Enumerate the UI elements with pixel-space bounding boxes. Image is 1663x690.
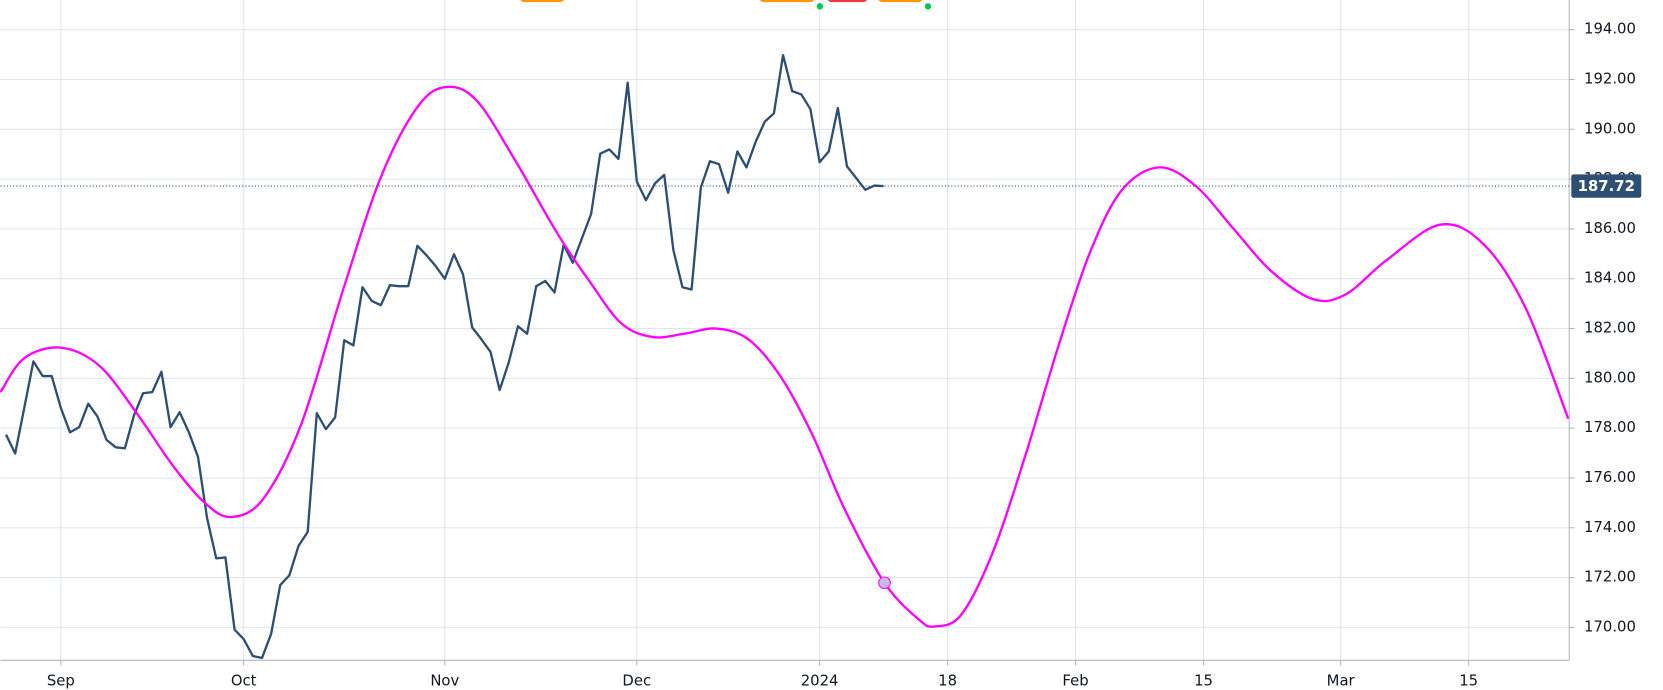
y-tick-label: 194.00 [1584,21,1636,38]
toolbar-icon[interactable] [520,0,565,3]
status-dot [924,3,932,10]
toolbar-icon[interactable] [878,0,923,3]
x-tick-label: Oct [231,673,257,690]
x-tick-label: Feb [1062,673,1088,690]
y-tick-label: 170.00 [1584,618,1636,635]
x-tick-label: Mar [1327,673,1356,690]
grid [0,0,1570,660]
y-tick-label: 176.00 [1584,469,1636,486]
y-tick-label: 178.00 [1584,419,1636,436]
y-tick-label: 174.00 [1584,519,1636,536]
series-marker [878,576,891,590]
status-dot [816,3,824,10]
y-tick-label: 190.00 [1584,120,1636,137]
x-tick-label: 15 [1459,673,1478,690]
toolbar-icon[interactable] [759,0,814,3]
series-line [0,85,1570,628]
toolbar-icon[interactable] [827,0,867,3]
y-tick-label: 192.00 [1584,70,1636,87]
series-line [4,53,884,660]
x-tick-label: Nov [430,673,459,690]
last-price-label: 187.72 [1578,178,1635,195]
x-tick-label: Sep [47,673,75,690]
y-tick-label: 184.00 [1584,270,1636,287]
x-tick-label: 18 [938,673,957,690]
y-tick-label: 182.00 [1584,320,1636,337]
y-tick-label: 180.00 [1584,369,1636,386]
x-tick-label: 15 [1194,673,1213,690]
last-price-box [1571,174,1642,198]
y-tick-label: 172.00 [1584,569,1636,586]
y-tick-label: 186.00 [1584,220,1636,237]
x-tick-label: Dec [622,673,651,690]
x-tick-label: 2024 [801,673,839,690]
plot [0,53,1570,660]
